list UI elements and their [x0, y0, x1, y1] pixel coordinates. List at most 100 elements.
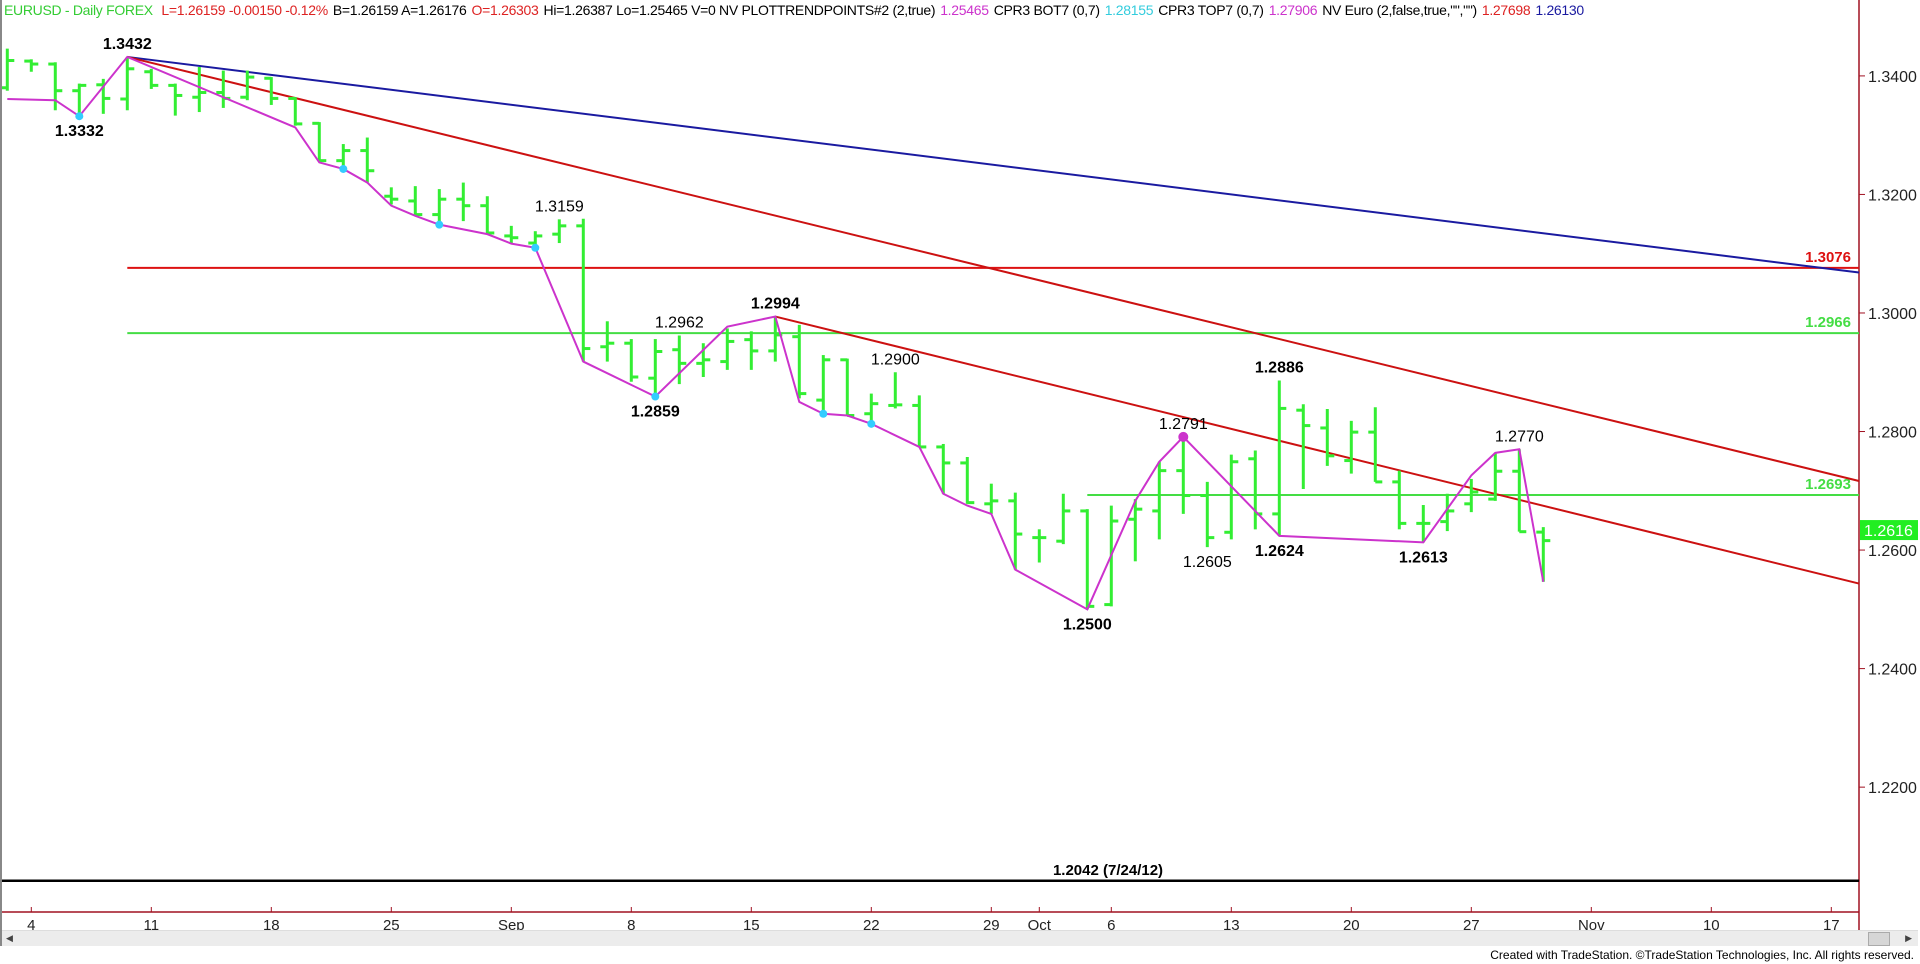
ohlc-bar [720, 328, 735, 370]
ohlc-bar [1056, 493, 1071, 545]
left-border [0, 0, 2, 946]
swing-point-marker [435, 220, 444, 229]
level-label: 1.2693 [1805, 476, 1851, 493]
x-tick-label: 13 [1223, 917, 1240, 934]
ohlc-bar [1152, 461, 1167, 540]
trend-line [127, 55, 1860, 482]
ohlc-bar [1128, 499, 1143, 562]
ohlc-bar [600, 321, 615, 362]
ohlc-bar [888, 372, 903, 409]
ohlc-bar [1440, 493, 1455, 532]
ohlc-bar [744, 331, 759, 370]
ohlc-bar [1488, 452, 1503, 501]
ohlc-bar [1224, 454, 1239, 540]
swing-price-label: 1.3332 [55, 123, 104, 140]
ohlc-bar [1392, 470, 1407, 530]
ohlc-bar [1176, 436, 1191, 514]
header-item: CPR3 BOT7 (0,7) [993, 2, 1100, 18]
ohlc-bar [552, 219, 567, 244]
x-tick-label: 18 [263, 917, 280, 934]
swing-price-label: 1.3159 [535, 198, 584, 215]
ohlc-bar [912, 395, 927, 449]
ohlc-bar [96, 78, 111, 114]
swing-price-label: 1.2605 [1183, 554, 1232, 571]
x-tick-label: 27 [1463, 917, 1480, 934]
swing-price-label: 1.2791 [1159, 416, 1208, 433]
y-tick-label: 1.3000 [1868, 306, 1917, 323]
swing-point-marker [339, 164, 348, 173]
ohlc-bar [384, 187, 399, 205]
ohlc-bar [240, 70, 255, 101]
symbol-title: EURUSD - Daily FOREX [4, 2, 153, 18]
ohlc-bar [120, 56, 135, 111]
ohlc-bar [144, 68, 159, 89]
level-label: 1.2042 (7/24/12) [1053, 862, 1163, 879]
x-tick-label: 10 [1703, 917, 1720, 934]
ohlc-bar [480, 196, 495, 235]
ohlc-bar [1032, 529, 1047, 563]
trend-line [127, 55, 1860, 274]
scroll-right-arrow-icon[interactable]: ▶ [1905, 933, 1912, 943]
ohlc-bar [864, 393, 879, 424]
header-item: 1.26130 [1535, 2, 1584, 18]
x-tick-label: 17 [1823, 917, 1840, 934]
swing-point-marker [867, 419, 876, 428]
scrollbar-thumb[interactable] [1868, 932, 1890, 946]
x-tick-label: 20 [1343, 917, 1360, 934]
ohlc-bar [648, 339, 663, 397]
header-item: NV Euro (2,false,true,"","") [1322, 2, 1477, 18]
y-tick-label: 1.2400 [1868, 662, 1917, 679]
y-tick-label: 1.3200 [1868, 187, 1917, 204]
ohlc-bar [432, 189, 447, 225]
x-tick-label: 29 [983, 917, 1000, 934]
swing-price-label: 1.2900 [871, 351, 920, 368]
ohlc-bar [984, 483, 999, 514]
swing-price-label: 1.2770 [1495, 428, 1544, 445]
ohlc-bar [408, 186, 423, 217]
swing-price-label: 1.2994 [751, 296, 800, 313]
ohlc-bar [768, 316, 783, 362]
ohlc-bar [1464, 478, 1479, 513]
ohlc-bar [816, 355, 831, 414]
horizontal-scrollbar[interactable]: ◀ ▶ [2, 930, 1918, 946]
y-tick-label: 1.3400 [1868, 69, 1917, 86]
header-item: O=1.26303 [471, 2, 539, 18]
swing-price-label: 1.2500 [1063, 616, 1112, 633]
chart-header: EURUSD - Daily FOREX L=1.26159 -0.00150 … [4, 2, 1589, 18]
ohlc-bar [624, 339, 639, 382]
x-tick-label: Nov [1578, 917, 1605, 934]
swing-point-marker [651, 392, 660, 401]
ohlc-bar [936, 443, 951, 494]
ohlc-bar [672, 335, 687, 385]
ohlc-bar [960, 457, 975, 505]
ohlc-bar [1080, 509, 1095, 610]
ohlc-bars [0, 48, 1551, 610]
ohlc-bar [792, 324, 807, 399]
ohlc-bar [1296, 404, 1311, 490]
header-item: 1.27906 [1268, 2, 1318, 18]
x-tick-label: 6 [1107, 917, 1115, 934]
copyright-footer: Created with TradeStation. ©TradeStation… [1490, 948, 1914, 962]
ohlc-bar [1368, 407, 1383, 484]
swing-point-marker [75, 112, 84, 121]
level-label: 1.3076 [1805, 249, 1851, 266]
ohlc-bar [1344, 420, 1359, 474]
x-tick-label: 8 [627, 917, 635, 934]
header-item: L=1.26159 -0.00150 -0.12% [161, 2, 328, 18]
y-tick-label: 1.2200 [1868, 780, 1917, 797]
ohlc-bar [336, 144, 351, 169]
ohlc-bar [1272, 380, 1287, 536]
swing-point-marker [531, 243, 540, 252]
ohlc-bar [1008, 492, 1023, 570]
swing-price-label: 1.2624 [1255, 543, 1304, 560]
ohlc-bar [168, 83, 183, 116]
swing-price-label: 1.2859 [631, 404, 680, 421]
header-item: 1.28155 [1104, 2, 1154, 18]
scroll-left-arrow-icon[interactable]: ◀ [6, 933, 13, 943]
ohlc-bar [192, 67, 207, 113]
swing-price-label: 1.2886 [1255, 360, 1304, 377]
ohlc-bar [1512, 449, 1527, 534]
swing-price-label: 1.2613 [1399, 549, 1448, 566]
last-price-label: 1.2616 [1864, 523, 1913, 540]
